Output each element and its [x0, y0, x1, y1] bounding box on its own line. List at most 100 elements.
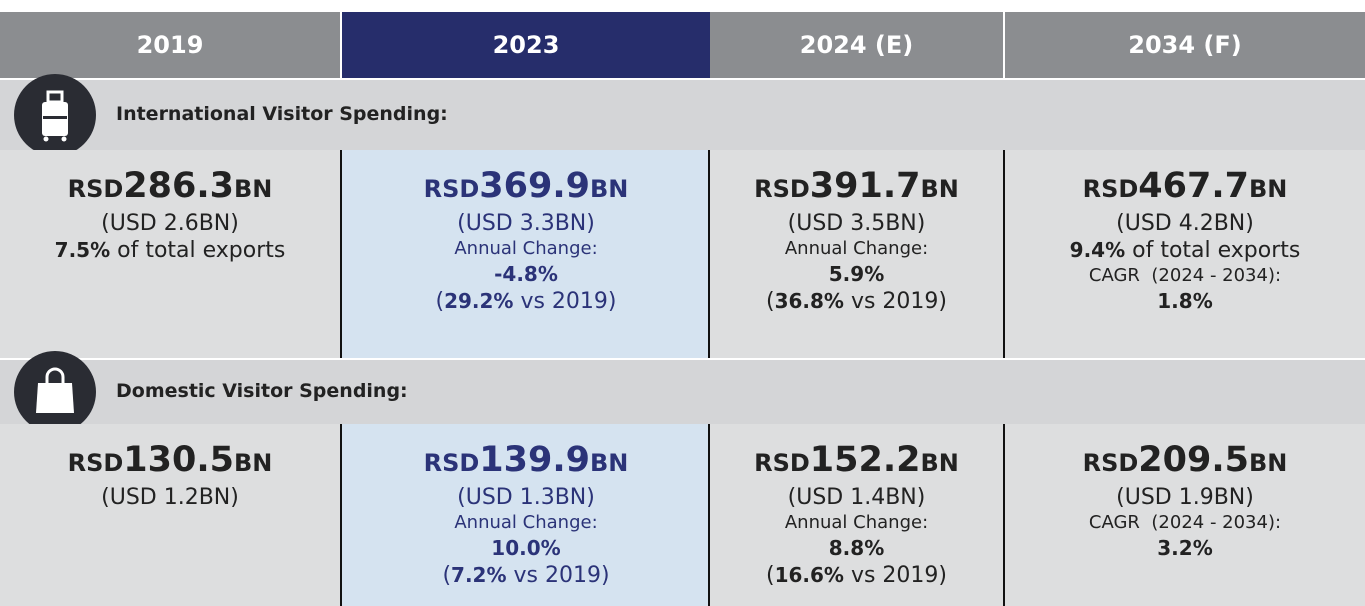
detail-text: 7.5% [54, 238, 111, 262]
amount: RSD130.5BN [0, 438, 340, 485]
detail-text: ( [765, 563, 775, 588]
detail-line: (USD 1.2BN) [0, 485, 340, 511]
detail-line: 5.9% [710, 261, 1003, 288]
currency: RSD [1082, 449, 1139, 477]
detail-text: 5.9% [828, 262, 885, 286]
amount: RSD369.9BN [342, 164, 710, 211]
section-icon [14, 351, 96, 433]
currency: RSD [754, 449, 810, 477]
column-header: 2019 [0, 12, 340, 78]
unit: BN [590, 449, 629, 477]
amount: RSD209.5BN [1005, 438, 1365, 485]
amount-value: 209.5 [1138, 440, 1249, 480]
amount-value: 286.3 [123, 166, 234, 206]
detail-text: of total exports [110, 238, 286, 263]
detail-line: Annual Change: [710, 237, 1003, 261]
detail-text: Annual Change: [784, 238, 929, 259]
detail-line: 7.5% of total exports [0, 237, 340, 264]
detail-text: (USD 2.6BN) [101, 211, 239, 236]
detail-text: vs 2019) [843, 289, 948, 314]
detail-line: Annual Change: [342, 237, 710, 261]
unit: BN [920, 449, 959, 477]
currency: RSD [1082, 175, 1139, 203]
section-bar [0, 80, 1365, 150]
column-header: 2034 (F) [1005, 12, 1365, 78]
amount-value: 391.7 [809, 166, 921, 206]
amount-value: 467.7 [1138, 166, 1249, 206]
column-divider [340, 424, 342, 606]
unit: BN [920, 175, 959, 203]
column-divider [340, 150, 342, 358]
amount: RSD286.3BN [0, 164, 340, 211]
unit: BN [590, 175, 629, 203]
detail-text: CAGR (2024 - 2034): [1088, 265, 1282, 286]
detail-line: 8.8% [710, 535, 1003, 562]
detail-line: (USD 3.3BN) [342, 211, 710, 237]
detail-text: 10.0% [491, 536, 561, 560]
detail-text: ( [442, 563, 452, 588]
value-cell: RSD209.5BN (USD 1.9BN) CAGR (2024 - 2034):… [1005, 424, 1365, 606]
section-icon [14, 74, 96, 156]
detail-text: vs 2019) [843, 563, 948, 588]
detail-line: (USD 4.2BN) [1005, 211, 1365, 237]
detail-line: (36.8% vs 2019) [710, 288, 1003, 315]
detail-text: -4.8% [494, 262, 558, 286]
detail-text: (USD 1.9BN) [1116, 485, 1254, 510]
detail-line: 3.2% [1005, 535, 1365, 562]
detail-text: Annual Change: [784, 512, 929, 533]
unit: BN [1249, 449, 1288, 477]
amount-value: 369.9 [479, 166, 590, 206]
amount-value: 152.2 [809, 440, 921, 480]
section-label: Domestic Visitor Spending: [116, 380, 408, 402]
section-label: International Visitor Spending: [116, 103, 448, 125]
currency: RSD [423, 449, 480, 477]
detail-text: ( [435, 289, 445, 314]
value-cell: RSD286.3BN (USD 2.6BN) 7.5% of total expor… [0, 150, 340, 358]
detail-line: Annual Change: [710, 511, 1003, 535]
detail-text: ( [765, 289, 775, 314]
detail-text: (USD 3.3BN) [457, 211, 595, 236]
amount: RSD391.7BN [710, 164, 1003, 211]
detail-text: Annual Change: [454, 238, 598, 259]
value-cell: RSD130.5BN (USD 1.2BN) [0, 424, 340, 606]
section-bar [0, 360, 1365, 424]
amount: RSD467.7BN [1005, 164, 1365, 211]
detail-line: (USD 3.5BN) [710, 211, 1003, 237]
amount: RSD139.9BN [342, 438, 710, 485]
detail-text: (USD 4.2BN) [1116, 211, 1254, 236]
detail-text: (USD 1.2BN) [101, 485, 239, 510]
detail-text: 36.8% [774, 289, 844, 313]
unit: BN [1249, 175, 1288, 203]
detail-line: (USD 1.9BN) [1005, 485, 1365, 511]
amount-value: 139.9 [479, 440, 590, 480]
detail-text: 9.4% [1069, 238, 1126, 262]
amount: RSD152.2BN [710, 438, 1003, 485]
detail-text: Annual Change: [454, 512, 598, 533]
detail-line: (16.6% vs 2019) [710, 562, 1003, 589]
detail-text: 16.6% [774, 563, 844, 587]
detail-text: CAGR (2024 - 2034): [1088, 512, 1282, 533]
value-cell: RSD391.7BN (USD 3.5BN) Annual Change: 5.9%(… [710, 150, 1003, 358]
currency: RSD [67, 175, 124, 203]
value-cell: RSD467.7BN (USD 4.2BN) 9.4% of total expor… [1005, 150, 1365, 358]
unit: BN [234, 449, 273, 477]
value-cell: RSD152.2BN (USD 1.4BN) Annual Change: 8.8%(… [710, 424, 1003, 606]
value-cell: RSD369.9BN (USD 3.3BN) Annual Change: -4.8%… [342, 150, 710, 358]
detail-line: -4.8% [342, 261, 710, 288]
detail-line: 10.0% [342, 535, 710, 562]
detail-line: CAGR (2024 - 2034): [1005, 511, 1365, 535]
detail-line: (USD 2.6BN) [0, 211, 340, 237]
amount-value: 130.5 [123, 440, 234, 480]
value-cell: RSD139.9BN (USD 1.3BN) Annual Change: 10.0%… [342, 424, 710, 606]
column-header: 2024 (E) [710, 12, 1003, 78]
detail-line: (USD 1.3BN) [342, 485, 710, 511]
column-header: 2023 [342, 12, 710, 78]
detail-text: (USD 1.4BN) [787, 485, 926, 510]
column-divider [1003, 424, 1005, 606]
currency: RSD [423, 175, 480, 203]
detail-line: (29.2% vs 2019) [342, 288, 710, 315]
detail-text: 1.8% [1157, 289, 1213, 313]
detail-line: CAGR (2024 - 2034): [1005, 264, 1365, 288]
detail-text: of total exports [1125, 238, 1301, 263]
